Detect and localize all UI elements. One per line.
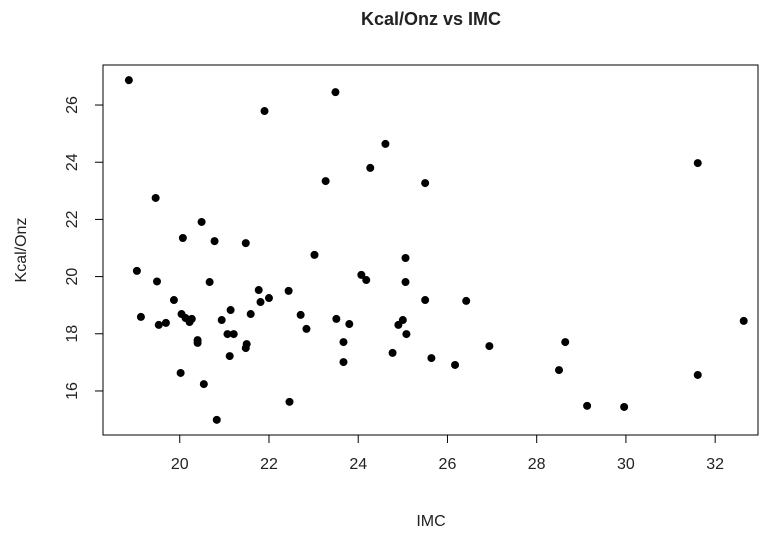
y-tick-label: 26 — [64, 96, 81, 114]
point — [205, 278, 214, 287]
point — [339, 338, 348, 347]
point — [345, 320, 354, 329]
point — [561, 338, 570, 347]
point — [136, 312, 145, 321]
point — [264, 294, 273, 303]
point — [178, 233, 187, 242]
x-tick-label: 24 — [349, 456, 367, 473]
point — [254, 286, 263, 295]
point — [296, 310, 305, 319]
point — [229, 330, 238, 339]
point — [401, 254, 410, 263]
point — [302, 324, 311, 333]
point — [693, 159, 702, 168]
point — [398, 316, 407, 325]
point — [246, 310, 255, 319]
point — [210, 237, 219, 246]
point — [169, 296, 178, 305]
y-tick-label: 24 — [64, 153, 81, 171]
point — [555, 366, 564, 375]
point — [241, 239, 250, 248]
y-tick-label: 16 — [64, 382, 81, 400]
point — [193, 338, 202, 347]
point — [217, 316, 226, 325]
x-tick-label: 28 — [528, 456, 546, 473]
point — [223, 330, 232, 339]
y-tick-label: 18 — [64, 325, 81, 343]
point — [226, 306, 235, 315]
point — [583, 401, 592, 410]
point — [285, 397, 294, 406]
point — [451, 360, 460, 369]
point — [154, 320, 163, 329]
point — [187, 314, 196, 323]
x-tick-label: 32 — [706, 456, 724, 473]
point — [462, 296, 471, 305]
x-axis-label: IMC — [416, 513, 445, 530]
point — [124, 76, 133, 85]
point — [284, 286, 293, 295]
point — [362, 276, 371, 285]
point — [739, 316, 748, 325]
point — [693, 370, 702, 379]
x-tick-label: 22 — [260, 456, 278, 473]
point — [151, 193, 160, 202]
point — [401, 278, 410, 287]
x-tick-label: 26 — [439, 456, 457, 473]
point — [212, 415, 221, 424]
plot-box — [102, 64, 759, 436]
point — [321, 177, 330, 186]
point — [427, 354, 436, 363]
point — [197, 217, 206, 226]
point — [388, 348, 397, 357]
y-tick-label: 20 — [64, 268, 81, 286]
point — [225, 352, 234, 361]
point — [152, 277, 161, 286]
point — [260, 107, 269, 116]
point — [485, 342, 494, 351]
point — [402, 330, 411, 339]
point — [310, 250, 319, 259]
y-axis-label: Kcal/Onz — [13, 218, 30, 283]
point — [161, 318, 170, 327]
point — [176, 368, 185, 377]
point — [357, 270, 366, 279]
point — [421, 179, 430, 188]
point — [366, 163, 375, 172]
point — [199, 380, 208, 389]
point — [242, 340, 251, 349]
point — [620, 402, 629, 411]
point — [339, 358, 348, 367]
x-tick-label: 20 — [171, 456, 189, 473]
point — [132, 266, 141, 275]
point — [421, 296, 430, 305]
point — [381, 139, 390, 148]
chart-title: Kcal/Onz vs IMC — [361, 9, 501, 29]
y-tick-label: 22 — [64, 210, 81, 228]
point — [256, 298, 265, 307]
point — [331, 88, 340, 97]
x-tick-label: 30 — [617, 456, 635, 473]
point — [332, 314, 341, 323]
